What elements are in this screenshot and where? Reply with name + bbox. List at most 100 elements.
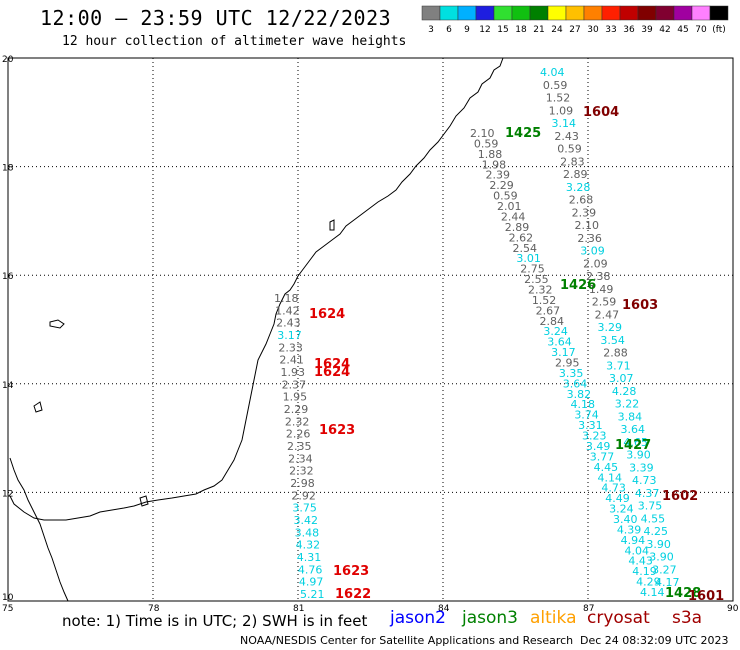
track-c-value: 2.32 bbox=[289, 465, 314, 478]
island-east bbox=[329, 219, 335, 231]
track-a-value: 3.28 bbox=[566, 181, 591, 194]
track-a-value: 3.27 bbox=[652, 563, 677, 576]
track-b-value: 2.10 bbox=[470, 127, 495, 140]
track-b-value: 2.67 bbox=[536, 304, 561, 317]
track-a-value: 2.88 bbox=[603, 347, 628, 360]
color-tick-label: 12 bbox=[479, 25, 490, 35]
track-b-value: 3.35 bbox=[559, 367, 584, 380]
track-b-value: 1.88 bbox=[478, 148, 503, 161]
y-tick-label: 14 bbox=[2, 381, 14, 391]
track-c-value: 2.41 bbox=[279, 354, 304, 367]
track-b-value: 4.29 bbox=[636, 576, 661, 589]
track-a-value: 1.52 bbox=[546, 92, 571, 105]
y-tick-label: 16 bbox=[2, 272, 14, 282]
color-tick-label: 3 bbox=[428, 25, 434, 35]
track-b-value: 2.44 bbox=[501, 210, 525, 223]
track-a-value: 3.54 bbox=[600, 334, 625, 347]
pass-label: 1428 bbox=[665, 586, 701, 601]
track-a-value: 4.04 bbox=[540, 66, 565, 79]
color-tick-label: 30 bbox=[587, 25, 599, 35]
track-b-value: 3.82 bbox=[567, 388, 592, 401]
track-a-value: 1.49 bbox=[589, 283, 614, 296]
track-c-value: 1.42 bbox=[275, 304, 300, 317]
track-a-value: 3.90 bbox=[646, 538, 671, 551]
map-subtitle: 12 hour collection of altimeter wave hei… bbox=[62, 34, 407, 49]
track-a-value: 2.68 bbox=[569, 194, 594, 207]
track-b-value: 4.18 bbox=[570, 398, 595, 411]
track-c-value: 1.93 bbox=[281, 366, 306, 379]
y-tick-label: 20 bbox=[2, 55, 14, 65]
track-a-value: 2.59 bbox=[592, 296, 617, 309]
island-west bbox=[49, 319, 65, 329]
track-b-value: 4.73 bbox=[601, 482, 626, 495]
track-a-value: 3.22 bbox=[615, 398, 640, 411]
track-b-value: 4.45 bbox=[594, 461, 619, 474]
track-a-value: 2.39 bbox=[572, 206, 597, 219]
track-a-value: 3.09 bbox=[580, 245, 605, 258]
satellite-jason2: jason2 bbox=[390, 608, 446, 628]
track-c-value: 1.95 bbox=[283, 391, 308, 404]
color-tick-label: 24 bbox=[551, 25, 563, 35]
track-c-value: 4.76 bbox=[298, 563, 323, 576]
track-b-value: 3.01 bbox=[516, 252, 541, 265]
track-c-value: 5.21 bbox=[300, 588, 325, 601]
x-tick-label: 75 bbox=[2, 604, 13, 614]
track-b-value: 2.29 bbox=[489, 179, 514, 192]
color-tick-label: 45 bbox=[677, 25, 688, 35]
track-a-value: 3.07 bbox=[609, 372, 634, 385]
track-a-value: 3.84 bbox=[618, 410, 643, 423]
pass-label: 1624 bbox=[314, 365, 350, 380]
color-tick-label: 70 bbox=[695, 25, 707, 35]
color-tick-label: 9 bbox=[464, 25, 470, 35]
x-tick-label: 78 bbox=[148, 604, 160, 614]
track-c-value: 2.29 bbox=[284, 403, 309, 416]
pass-label: 1604 bbox=[583, 105, 619, 120]
track-a-value: 2.47 bbox=[595, 308, 620, 321]
pass-label: 1601 bbox=[688, 589, 724, 604]
track-b-value: 2.75 bbox=[520, 263, 545, 276]
track-c-value: 2.32 bbox=[285, 415, 310, 428]
track-b-value: 2.62 bbox=[509, 231, 534, 244]
track-a-value: 4.55 bbox=[641, 512, 666, 525]
track-b-value: 3.31 bbox=[578, 419, 603, 432]
pass-label: 1624 bbox=[309, 307, 345, 322]
track-c-value: 3.75 bbox=[292, 502, 317, 515]
satellite-altika: altika bbox=[530, 608, 577, 628]
track-b-value: 2.89 bbox=[505, 221, 529, 234]
color-tick-label: (ft) bbox=[712, 25, 726, 35]
track-a-value: 3.90 bbox=[649, 551, 674, 564]
pass-label: 1623 bbox=[333, 564, 369, 579]
y-tick-label: 18 bbox=[2, 164, 14, 174]
pass-label: 1425 bbox=[505, 126, 541, 141]
axis-tick-labels: 75 78 81 84 87 90 20 18 16 14 12 10 bbox=[2, 55, 739, 614]
color-tick-label: 27 bbox=[569, 25, 580, 35]
color-tick-label: 42 bbox=[659, 25, 670, 35]
track-b-value: 2.95 bbox=[555, 357, 580, 370]
island-south bbox=[139, 495, 149, 507]
pass-label: 1623 bbox=[319, 423, 355, 438]
pass-label: 1427 bbox=[615, 438, 651, 453]
track-b-value: 3.77 bbox=[590, 450, 615, 463]
track-a-value: 1.09 bbox=[549, 104, 574, 117]
legend-note: note: 1) Time is in UTC; 2) SWH is in fe… bbox=[62, 612, 368, 630]
track-b-value: 4.49 bbox=[605, 492, 630, 505]
track-a-value: 2.38 bbox=[586, 270, 611, 283]
track-b-value: 3.24 bbox=[609, 503, 634, 516]
track-c-value: 2.26 bbox=[286, 428, 311, 441]
track-a-value: 3.39 bbox=[629, 461, 654, 474]
footer-timestamp: Dec 24 08:32:09 UTC 2023 bbox=[580, 634, 729, 647]
track-c-value: 2.34 bbox=[288, 452, 313, 465]
track-b-value: 4.43 bbox=[628, 555, 653, 568]
track-a-value: 4.73 bbox=[632, 474, 657, 487]
track-a-value: 2.10 bbox=[575, 219, 600, 232]
track-b-value: 3.24 bbox=[543, 325, 568, 338]
track-a-value: 0.59 bbox=[543, 79, 568, 92]
track-a-value: 3.29 bbox=[598, 321, 623, 334]
track-b-value: 3.17 bbox=[551, 346, 576, 359]
y-tick-label: 12 bbox=[2, 489, 13, 499]
track-b-value: 0.59 bbox=[493, 190, 518, 203]
track-c-value: 2.33 bbox=[278, 341, 303, 354]
track-b-value: 1.98 bbox=[482, 158, 507, 171]
track-b-value: 2.39 bbox=[485, 169, 510, 182]
